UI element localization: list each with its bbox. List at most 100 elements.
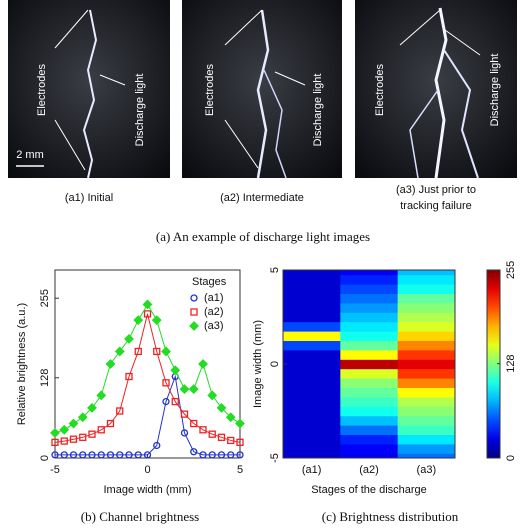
heatmap-cell	[283, 388, 341, 398]
marker	[107, 360, 115, 368]
heatmap-cell	[283, 350, 341, 360]
heatmap-cell	[340, 350, 398, 360]
heatmap-cell	[340, 359, 398, 369]
marker	[116, 347, 124, 355]
photo-caption: (a2) Intermediate	[220, 192, 304, 204]
y-axis-label: Image width (mm)	[252, 320, 264, 408]
x-tick-label: (a2)	[359, 464, 379, 476]
heatmap-cell	[340, 303, 398, 313]
heatmap-cell	[340, 425, 398, 435]
heatmap-cell	[398, 341, 456, 351]
photo-caption: tracking failure	[400, 200, 472, 212]
heatmap-cell	[398, 444, 456, 454]
heatmap-cell	[283, 275, 341, 285]
series-line	[55, 314, 240, 442]
x-tick-label: (a1)	[302, 464, 322, 476]
legend-marker	[191, 295, 197, 301]
y-tick-label: 255	[39, 289, 51, 307]
photo: Electrodes Discharge light 2 mm	[8, 0, 170, 178]
photo-label: Electrodes	[374, 64, 386, 116]
heatmap-cell	[340, 284, 398, 294]
heatmap-cell	[340, 369, 398, 379]
heatmap-cell	[398, 416, 456, 426]
x-tick-label: 0	[144, 464, 150, 476]
photo-label: Electrodes	[204, 64, 216, 116]
heatmap-cell	[398, 331, 456, 341]
heatmap-cell	[283, 294, 341, 304]
photo-caption: (a1) Initial	[65, 192, 113, 204]
heatmap-cell	[398, 378, 456, 388]
photo: Electrodes Discharge light	[355, 0, 517, 178]
figure-caption: (c) Brightness distribution	[322, 509, 459, 524]
heatmap-cell	[340, 341, 398, 351]
photo: Electrodes Discharge light	[182, 0, 342, 178]
marker	[171, 366, 179, 374]
heatmap-cell	[283, 359, 341, 369]
marker	[51, 429, 59, 437]
figure-caption: (b) Channel brightness	[81, 509, 199, 524]
heatmap-cell	[398, 312, 456, 322]
heatmap-cell	[283, 312, 341, 322]
marker	[97, 391, 105, 399]
heatmap-cell	[398, 397, 456, 407]
heatmap-cell	[398, 270, 456, 275]
legend-title: Stages	[192, 276, 227, 288]
heatmap-cell	[398, 425, 456, 435]
heatmap-cell	[283, 416, 341, 426]
heatmap-cell	[340, 378, 398, 388]
heatmap-cell	[340, 322, 398, 332]
heatmap-cell	[340, 312, 398, 322]
heatmap-cells	[283, 270, 456, 459]
heatmap-cell	[283, 369, 341, 379]
heatmap-cell	[398, 303, 456, 313]
heatmap-cell	[283, 406, 341, 416]
heatmap-cell	[283, 397, 341, 407]
legend-label: (a2)	[204, 306, 224, 318]
heatmap-cell	[398, 284, 456, 294]
marker	[134, 316, 142, 324]
heatmap-cell	[283, 341, 341, 351]
heatmap-cell	[283, 322, 341, 332]
heatmap-cell	[283, 425, 341, 435]
x-tick-label: (a3)	[417, 464, 437, 476]
marker	[162, 347, 170, 355]
legend-marker	[190, 322, 198, 330]
marker	[60, 426, 68, 434]
marker	[144, 300, 152, 308]
heatmap-cell	[340, 444, 398, 454]
figure: Electrodes Discharge light 2 mm Electrod…	[0, 0, 526, 529]
photo-label: Discharge light	[134, 74, 146, 147]
marker	[208, 391, 216, 399]
legend-label: (a1)	[204, 292, 224, 304]
y-tick-label: 5	[269, 267, 281, 273]
marker	[125, 335, 133, 343]
heatmap-cell	[398, 350, 456, 360]
heatmap-cell	[340, 331, 398, 341]
heatmap-cell	[398, 369, 456, 379]
heatmap-cell	[398, 275, 456, 285]
y-axis-label: Relative brightness (a.u.)	[16, 303, 28, 425]
heatmap-cell	[283, 435, 341, 445]
colorbar-tick-label: 0	[505, 455, 517, 461]
x-tick-label: -5	[50, 464, 60, 476]
heatmap-cell	[398, 359, 456, 369]
heatmap-cell	[398, 322, 456, 332]
heatmap-cell	[283, 444, 341, 454]
x-axis-label: Image width (mm)	[103, 484, 191, 496]
heatmap-cell	[340, 435, 398, 445]
scale-label: 2 mm	[16, 149, 44, 161]
page: Electrodes Discharge light 2 mm Electrod…	[0, 0, 526, 529]
heatmap-cell	[283, 331, 341, 341]
heatmap-cell	[398, 294, 456, 304]
heatmap-cell	[398, 406, 456, 416]
y-tick-label: 0	[39, 455, 51, 461]
y-tick-label: 0	[269, 361, 281, 367]
heatmap-cell	[340, 294, 398, 304]
figure-caption: (a) An example of discharge light images	[156, 229, 370, 244]
photo-caption: (a3) Just prior to	[396, 184, 476, 196]
colorbar-tick-label: 128	[505, 354, 517, 372]
marker	[70, 420, 78, 428]
heatmap-cell	[283, 378, 341, 388]
heatmap-cell	[340, 406, 398, 416]
heatmap-cell	[398, 435, 456, 445]
